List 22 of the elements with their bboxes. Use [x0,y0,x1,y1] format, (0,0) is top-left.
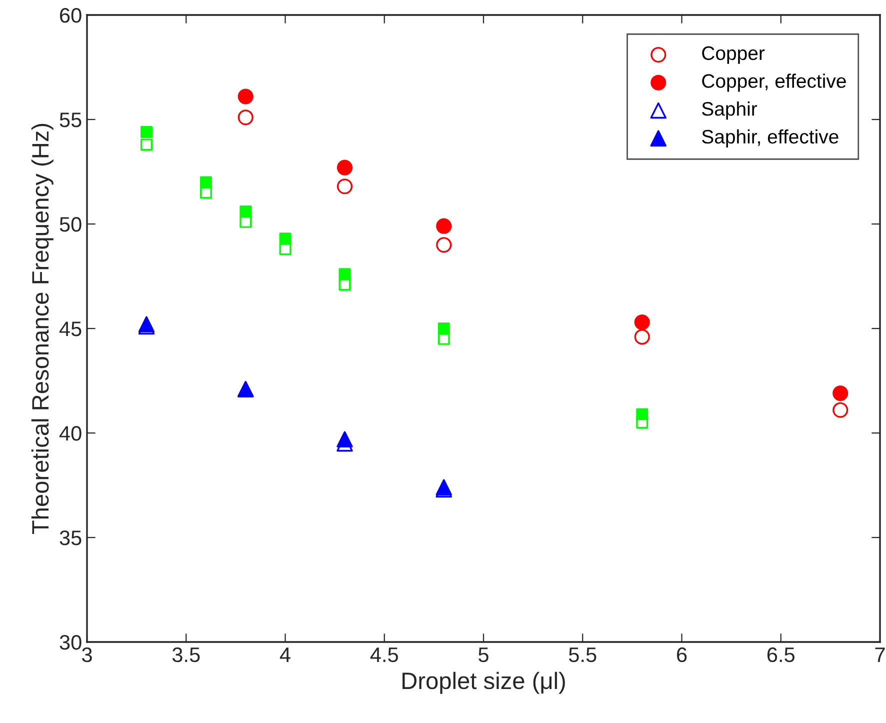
x-axis-title: Droplet size (μl) [402,672,565,694]
legend-label: Copper, effective [702,74,846,92]
y-tick-label: 40 [59,426,82,441]
x-tick-label: 7 [875,648,885,662]
x-tick-label: 6.5 [767,647,794,662]
x-tick-label: 5 [478,648,488,662]
y-axis-title: Theoretical Resonance Frequency (Hz) [31,124,54,534]
x-tick-label: 4.5 [370,648,398,662]
x-tick-label: 4 [280,648,290,662]
legend-label: Saphir, effective [702,129,838,148]
x-tick-label: 3 [82,647,92,662]
x-tick-label: 3.5 [172,647,200,662]
x-tick-label: 5.5 [568,648,596,662]
y-tick-label: 55 [60,112,82,128]
x-tick-label: 6 [677,647,687,662]
y-tick-label: 45 [59,322,82,336]
y-tick-label: 60 [60,8,82,23]
y-tick-label: 50 [60,217,82,232]
y-tick-label: 35 [60,530,82,546]
legend-label: Copper [702,46,765,64]
y-tick-label: 30 [60,635,82,650]
legend-label: Saphir [702,101,758,120]
